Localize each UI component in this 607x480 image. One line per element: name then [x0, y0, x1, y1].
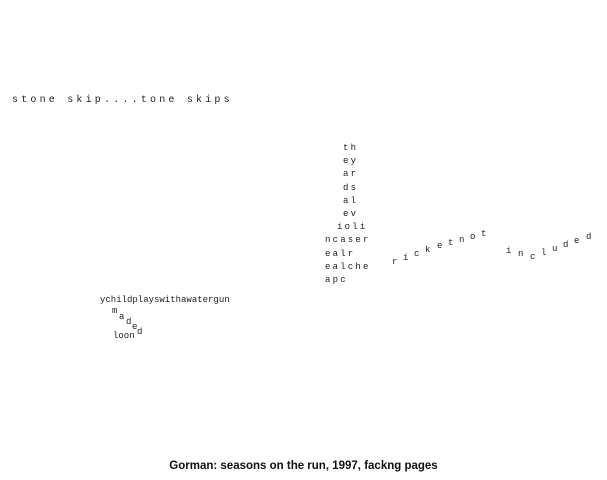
wave-letter: n — [459, 235, 464, 245]
wave-letter: e — [574, 236, 579, 246]
grid-row: al — [343, 196, 358, 206]
grid-row: ioli — [337, 222, 367, 232]
wave-letter: l — [541, 248, 546, 258]
wave-letter: d — [586, 232, 591, 242]
grid-row: ealche — [325, 262, 371, 272]
falling-letter: m — [112, 306, 117, 316]
wave-letter: d — [563, 240, 568, 250]
wave-letter: t — [481, 229, 486, 239]
grid-row: ar — [343, 169, 358, 179]
grid-row: th — [343, 143, 358, 153]
caption: Gorman: seasons on the run, 1997, fackng… — [0, 460, 607, 472]
grid-row: apc — [325, 275, 348, 285]
falling-letter: d — [137, 327, 142, 337]
wave-letter: t — [448, 238, 453, 248]
poem-line-child-plays: ychildplayswithawatergun — [100, 296, 230, 305]
wave-letter: e — [437, 241, 442, 251]
wave-letter: c — [414, 249, 419, 259]
falling-letter: a — [119, 312, 124, 322]
grid-row: ealr — [325, 249, 355, 259]
poem-line-stone-skip: stone skip....tone skips — [12, 96, 233, 106]
wave-letter: k — [425, 245, 430, 255]
poem-word-loon: loon — [113, 332, 135, 341]
wave-letter: n — [518, 249, 523, 259]
wave-letter: r — [392, 257, 397, 267]
falling-letter: d — [126, 317, 131, 327]
grid-row: ncaser — [325, 235, 371, 245]
grid-row: ev — [343, 209, 358, 219]
wave-letter: i — [403, 253, 408, 263]
grid-row: ey — [343, 156, 358, 166]
wave-letter: i — [506, 246, 511, 256]
grid-row: ds — [343, 183, 358, 193]
wave-letter: u — [552, 244, 557, 254]
wave-letter: o — [470, 232, 475, 242]
wave-letter: c — [530, 252, 535, 262]
